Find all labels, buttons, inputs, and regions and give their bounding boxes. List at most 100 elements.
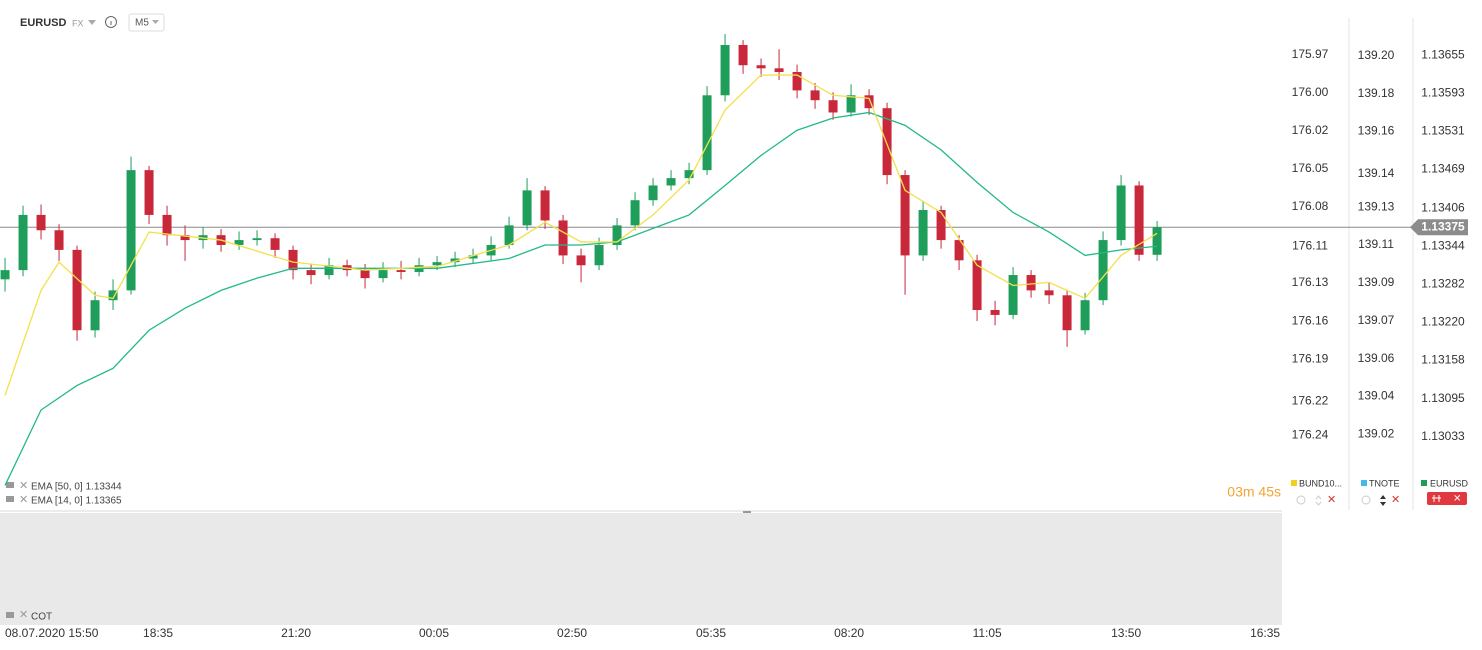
candle-body — [522, 190, 532, 226]
y-tick-label: 139.13 — [1358, 199, 1395, 213]
candle-body — [144, 170, 154, 215]
candle-body — [810, 90, 820, 101]
y-tick-label: 176.02 — [1292, 123, 1329, 137]
move-icon[interactable] — [1315, 495, 1322, 506]
y-tick-label: 139.09 — [1358, 275, 1395, 289]
axis-button-close[interactable]: ✕ — [1453, 494, 1461, 505]
candle-body — [846, 95, 856, 113]
y-tick-label: 176.00 — [1292, 85, 1329, 99]
y-tick-label: 1.13531 — [1421, 124, 1465, 138]
legend-close[interactable]: ✕ — [19, 494, 28, 506]
y-tick-label: 176.13 — [1292, 275, 1329, 289]
candle-body — [684, 170, 694, 179]
x-tick-label: 21:20 — [281, 626, 311, 640]
candle-body — [792, 71, 802, 91]
y-tick-label: 139.16 — [1358, 124, 1395, 138]
candle-body — [1008, 275, 1018, 315]
info-icon[interactable] — [105, 16, 117, 28]
candle-body — [1152, 227, 1162, 255]
y-tick-label: 1.13282 — [1421, 276, 1465, 290]
axis-name: EURUSD — [1430, 478, 1469, 488]
candle-body — [1116, 185, 1126, 241]
axis-name: TNOTE — [1369, 478, 1400, 488]
legend-icon[interactable] — [6, 482, 14, 488]
remove-icon[interactable]: ✕ — [1391, 494, 1400, 506]
candle-body — [558, 220, 568, 256]
axis-button[interactable] — [1427, 492, 1467, 505]
candle-body — [432, 262, 442, 266]
remove-icon[interactable]: ✕ — [1327, 494, 1336, 506]
candle-body — [450, 258, 460, 263]
y-tick-label: 1.13469 — [1421, 162, 1465, 176]
x-tick-label: 00:05 — [419, 626, 449, 640]
candle-body — [630, 200, 640, 226]
move-icon[interactable] — [1380, 495, 1386, 506]
interval: M5 — [135, 18, 149, 29]
x-tick-label: 08:20 — [834, 626, 864, 640]
candle-body — [180, 235, 190, 241]
candle-body — [72, 249, 82, 331]
candle-body — [918, 210, 928, 256]
y-tick-label: 1.13033 — [1421, 429, 1465, 443]
candle-body — [504, 225, 514, 245]
x-tick-label: 18:35 — [143, 626, 173, 640]
candle-body — [90, 300, 100, 331]
candle-body — [1026, 275, 1036, 291]
axis-legend: BUND10... TNOTE EURUSD ✕ ✕ ✕ — [1296, 478, 1469, 506]
axis-swatch — [1361, 480, 1367, 486]
y-tick-label: 176.08 — [1292, 199, 1329, 213]
x-tick-label: 11:05 — [973, 626, 1002, 640]
candle-body — [1044, 290, 1054, 296]
y-tick-label: 176.19 — [1292, 351, 1329, 365]
y-tick-label: 139.04 — [1358, 389, 1395, 403]
candle-body — [720, 44, 730, 96]
candle-body — [270, 238, 280, 250]
candle-body — [954, 240, 964, 261]
price-tag — [1410, 219, 1468, 236]
y-tick-label: 1.13220 — [1421, 314, 1465, 328]
interval-select[interactable] — [128, 13, 165, 32]
candle-body — [540, 190, 550, 221]
candle-body — [972, 260, 982, 311]
symbol-dropdown[interactable] — [88, 20, 96, 25]
legend-close[interactable]: ✕ — [19, 480, 28, 492]
legend-icon[interactable] — [6, 496, 14, 502]
y-tick-label: 1.13158 — [1421, 352, 1465, 366]
candle-body — [702, 95, 712, 171]
lower-pane — [0, 513, 1282, 625]
candle-body — [1062, 295, 1072, 331]
interval-arrow — [152, 20, 159, 24]
ema-line — [4, 111, 1158, 486]
candle-body — [126, 170, 136, 291]
legend-entry: EMA [14, 0] 1.13365 — [31, 496, 122, 507]
axis-name: BUND10... — [1299, 478, 1342, 488]
candle-body — [594, 244, 604, 266]
candle-body — [1080, 300, 1090, 331]
y-tick-label: 1.13655 — [1421, 48, 1465, 62]
candle-body — [882, 108, 892, 176]
candle-body — [18, 214, 28, 271]
candle-body — [306, 270, 316, 276]
candle-body — [648, 185, 658, 201]
y-tick-label: 176.22 — [1292, 394, 1329, 408]
candle-body — [378, 270, 388, 279]
price-tag-label: 1.13375 — [1421, 219, 1465, 233]
eye-icon[interactable] — [1296, 495, 1306, 505]
candle-body — [36, 214, 46, 231]
candle-body — [54, 230, 64, 250]
candle-body — [828, 100, 838, 113]
candle-body — [0, 270, 10, 280]
candle-body — [1098, 240, 1108, 301]
pane-close[interactable]: ✕ — [19, 609, 28, 621]
x-tick-label: 16:35 — [1250, 626, 1280, 640]
x-tick-label: 02:50 — [557, 626, 587, 640]
ema-line — [4, 74, 1158, 396]
eye-icon[interactable] — [1361, 495, 1371, 505]
y-tick-label: 176.11 — [1292, 239, 1328, 253]
y-tick-label: 1.13593 — [1421, 86, 1465, 100]
candle-body — [252, 238, 262, 241]
overlay-legend: ✕ EMA [50, 0] 1.13344 ✕ EMA [14, 0] 1.13… — [6, 480, 122, 507]
pane-icon[interactable] — [6, 612, 14, 618]
axis-swatch — [1421, 480, 1427, 486]
candle-body — [990, 310, 1000, 315]
